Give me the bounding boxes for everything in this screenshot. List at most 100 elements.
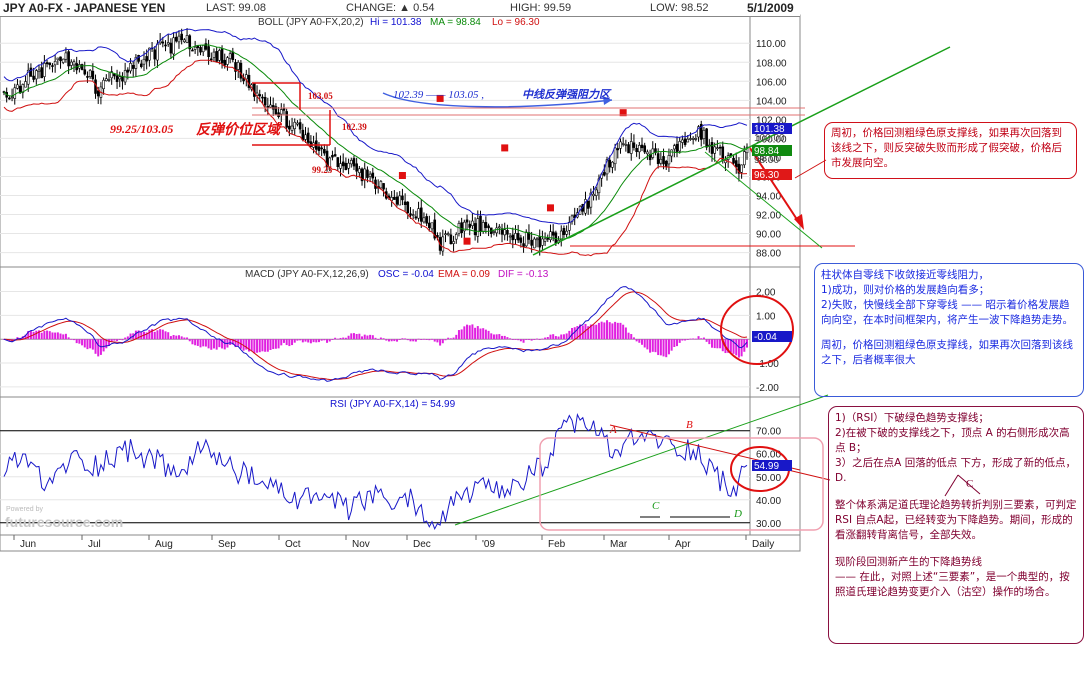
candle-body: [218, 50, 221, 61]
macd-osc-bar: [107, 339, 110, 346]
macd-osc-bar: [697, 336, 700, 340]
badge-hi-bg: [752, 123, 792, 134]
candle-body: [172, 37, 175, 55]
candle-body: [29, 67, 33, 77]
candle-body: [209, 58, 213, 61]
macd-osc-bar: [361, 336, 364, 340]
candle-body: [269, 104, 272, 108]
macd-osc-bar: [151, 329, 154, 340]
candle-body: [689, 138, 692, 140]
symbol-title: JPY A0-FX - JAPANESE YEN: [3, 1, 166, 15]
macd-osc-bar: [94, 339, 97, 354]
macd-osc-bar: [67, 337, 70, 340]
candle-body: [476, 218, 480, 237]
candle-body: [471, 220, 474, 226]
macd-osc-bar: [708, 339, 711, 345]
candle-body: [358, 168, 361, 173]
price-tick-label: 106.00: [756, 77, 787, 88]
candle-body: [495, 227, 498, 234]
macd-osc-bar: [673, 339, 676, 348]
macd-osc-bar: [134, 330, 137, 340]
candle-body: [201, 45, 205, 53]
macd-osc-bar: [352, 333, 355, 340]
macd-osc-bar: [256, 339, 259, 353]
candle-body: [212, 51, 216, 58]
candle-body: [484, 222, 488, 228]
high: HIGH: 99.59: [510, 2, 572, 14]
pivot-marker: [436, 94, 444, 102]
price-tick-label: 108.00: [756, 58, 787, 69]
macd-osc-bar: [447, 337, 450, 340]
badge-macd: -0.04: [754, 332, 777, 343]
candle-body: [533, 238, 536, 249]
macd-osc-bar: [455, 334, 458, 340]
macd-osc-bar: [169, 336, 172, 340]
macd-osc-bar: [43, 330, 46, 340]
macd-osc-bar: [468, 325, 471, 340]
macd-osc-bar: [495, 334, 498, 340]
candle-body: [56, 57, 60, 61]
note-red: 周初，价格回测粗绿色原支撑线，如果再次回落到该线之下，则反突破失败而形成了假突破…: [824, 122, 1077, 179]
candle-body: [589, 192, 593, 208]
candle-body: [473, 223, 477, 236]
candle-body: [59, 56, 62, 62]
note-blue-line-4: 周初，价格回测粗绿色原支撑线，如果再次回落到该线之下，后者概率很大: [821, 339, 1073, 366]
rsi-tick-label: 60.00: [756, 450, 781, 461]
candle-body: [379, 181, 383, 189]
macd-osc-bar: [75, 339, 78, 344]
macd-osc-bar: [51, 332, 54, 340]
candle-body: [664, 160, 668, 167]
candle-body: [10, 96, 14, 99]
macd-osc-bar: [694, 338, 697, 340]
candle-body: [244, 74, 248, 80]
macd-osc-bar: [221, 339, 224, 349]
candle-body: [306, 132, 310, 143]
macd-osc-bar: [560, 334, 563, 340]
candle-body: [228, 53, 232, 59]
macd-osc-bar: [382, 338, 385, 340]
candle-body: [479, 215, 482, 232]
candle-body: [605, 159, 609, 175]
candle-body: [683, 138, 687, 145]
watermark: futuresource.com: [5, 514, 123, 530]
macd-osc-bar: [29, 330, 32, 340]
candle-body: [454, 234, 458, 240]
macd-osc-bar: [404, 338, 407, 340]
badge-ma: 98.84: [754, 146, 779, 157]
candle-body: [638, 145, 641, 153]
candle-body: [425, 216, 428, 224]
macd-osc-bar: [665, 339, 668, 358]
macd-osc-bar: [659, 339, 662, 356]
macd-osc-bar: [347, 335, 350, 340]
candle-body: [492, 231, 496, 233]
macd-osc-bar: [401, 338, 404, 340]
candle-body: [290, 125, 294, 131]
macd-osc-bar: [72, 339, 75, 341]
candle-body: [148, 47, 151, 61]
candle-body: [131, 65, 135, 69]
candle-body: [285, 111, 288, 128]
macd-osc-bar: [342, 337, 345, 340]
candle-body: [522, 243, 525, 247]
macd-osc-bar: [584, 323, 587, 340]
macd-osc-bar: [126, 336, 129, 340]
macd-osc-bar: [700, 338, 703, 340]
candle-body: [745, 146, 749, 154]
candle-body: [355, 163, 358, 172]
candle-body: [296, 122, 299, 125]
macd-osc-bar: [328, 339, 331, 342]
candle-body: [414, 216, 418, 219]
macd-osc-bar: [527, 339, 530, 340]
candle-body: [320, 147, 323, 150]
macd-panel: [0, 266, 801, 398]
candle-body: [449, 234, 453, 245]
candle-body: [86, 76, 89, 78]
candle-body: [487, 225, 490, 229]
macd-osc-bar: [546, 336, 549, 340]
quote-header: JPY A0-FX - JAPANESE YEN LAST: 99.08 CHA…: [0, 0, 800, 17]
rsi-tick-label: 70.00: [756, 427, 781, 438]
candle-body: [541, 238, 544, 246]
candle-body: [113, 73, 116, 77]
ann-lvl-10239: 102.39: [342, 122, 367, 132]
candle-body: [691, 137, 695, 140]
